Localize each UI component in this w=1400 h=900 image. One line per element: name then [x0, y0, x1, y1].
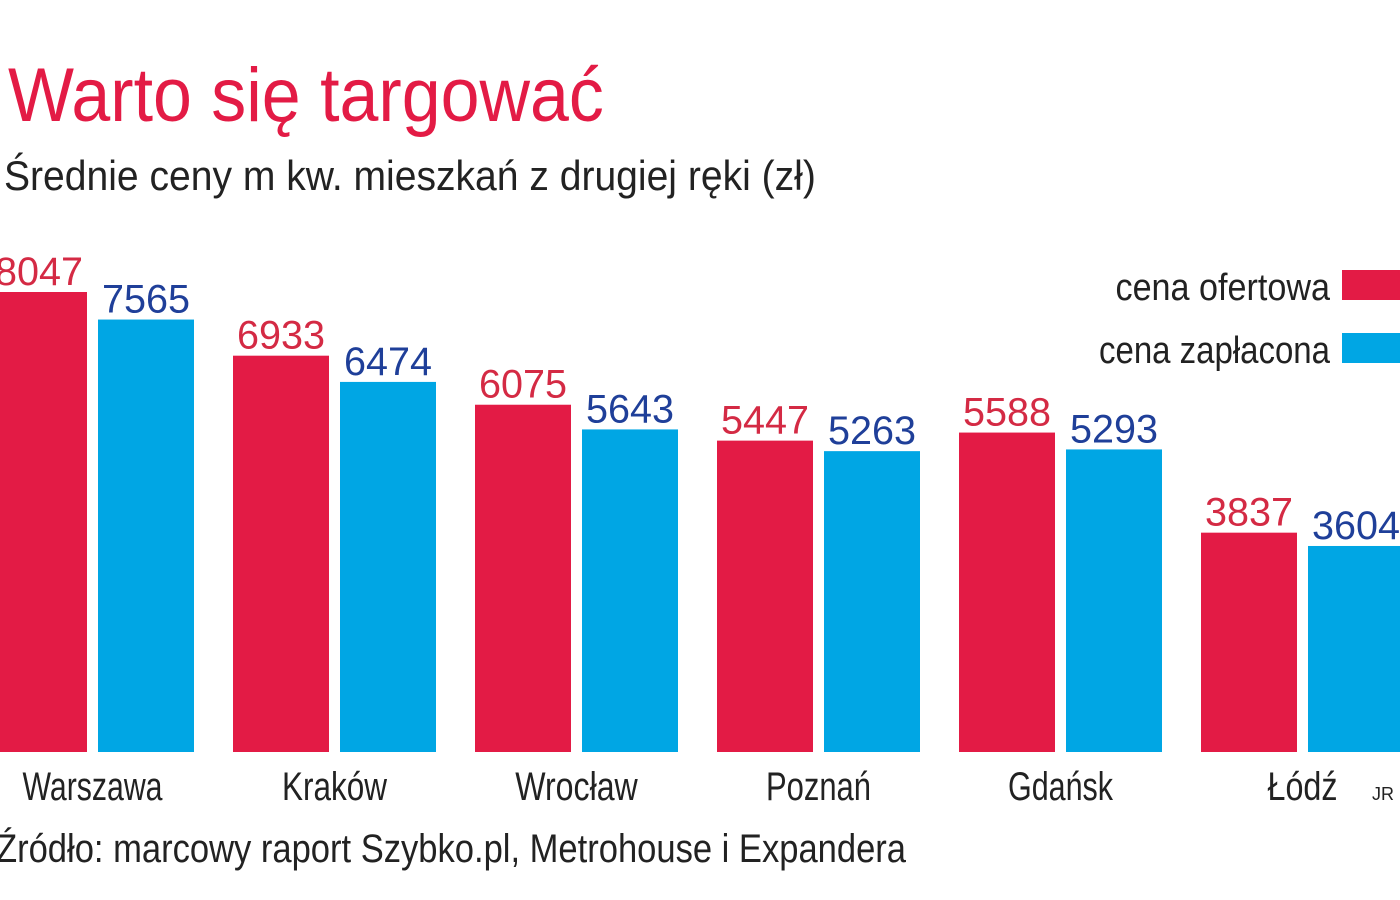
legend-label: cena zapłacona	[1099, 330, 1331, 372]
x-tick-label: Warszawa	[23, 765, 164, 809]
chart-subtitle: Średnie ceny m kw. mieszkań z drugiej rę…	[4, 152, 816, 199]
bar-paid	[1066, 449, 1162, 752]
data-label: 5447	[721, 399, 809, 443]
x-tick-label: Wrocław	[515, 765, 638, 809]
data-label: 3837	[1205, 491, 1293, 535]
chart-title: Warto się targować	[8, 53, 604, 138]
bar-paid	[824, 451, 920, 752]
bar-paid	[582, 429, 678, 752]
bar-paid	[340, 381, 436, 752]
data-label: 3604	[1312, 504, 1400, 548]
bar-offer	[233, 355, 329, 752]
credit-label: JR	[1372, 784, 1394, 804]
source-note: Źródło: marcowy raport Szybko.pl, Metroh…	[0, 826, 907, 871]
x-tick-label: Poznań	[766, 765, 871, 809]
data-label: 5643	[586, 387, 674, 431]
legend-swatch	[1342, 333, 1400, 363]
data-label: 5293	[1070, 407, 1158, 451]
data-label: 7565	[102, 278, 190, 322]
bar-paid	[1308, 545, 1400, 752]
bar-paid	[98, 319, 194, 752]
data-label: 6075	[479, 363, 567, 407]
bar-offer	[475, 404, 571, 752]
x-tick-label: Kraków	[282, 765, 387, 809]
data-label: 5263	[828, 409, 916, 453]
bar-offer	[0, 292, 87, 752]
bar-offer	[959, 432, 1055, 752]
legend-label: cena ofertowa	[1116, 267, 1331, 309]
legend: cena ofertowa cena zapłacona	[1099, 267, 1400, 372]
bar-offer	[1201, 532, 1297, 752]
data-label: 5588	[963, 391, 1051, 435]
data-label: 8047	[0, 250, 83, 294]
x-tick-label: Łódź	[1268, 765, 1338, 809]
data-label: 6933	[237, 314, 325, 358]
bar-offer	[717, 440, 813, 752]
legend-swatch	[1342, 270, 1400, 300]
x-tick-label: Gdańsk	[1008, 765, 1114, 809]
data-label: 6474	[344, 340, 432, 384]
